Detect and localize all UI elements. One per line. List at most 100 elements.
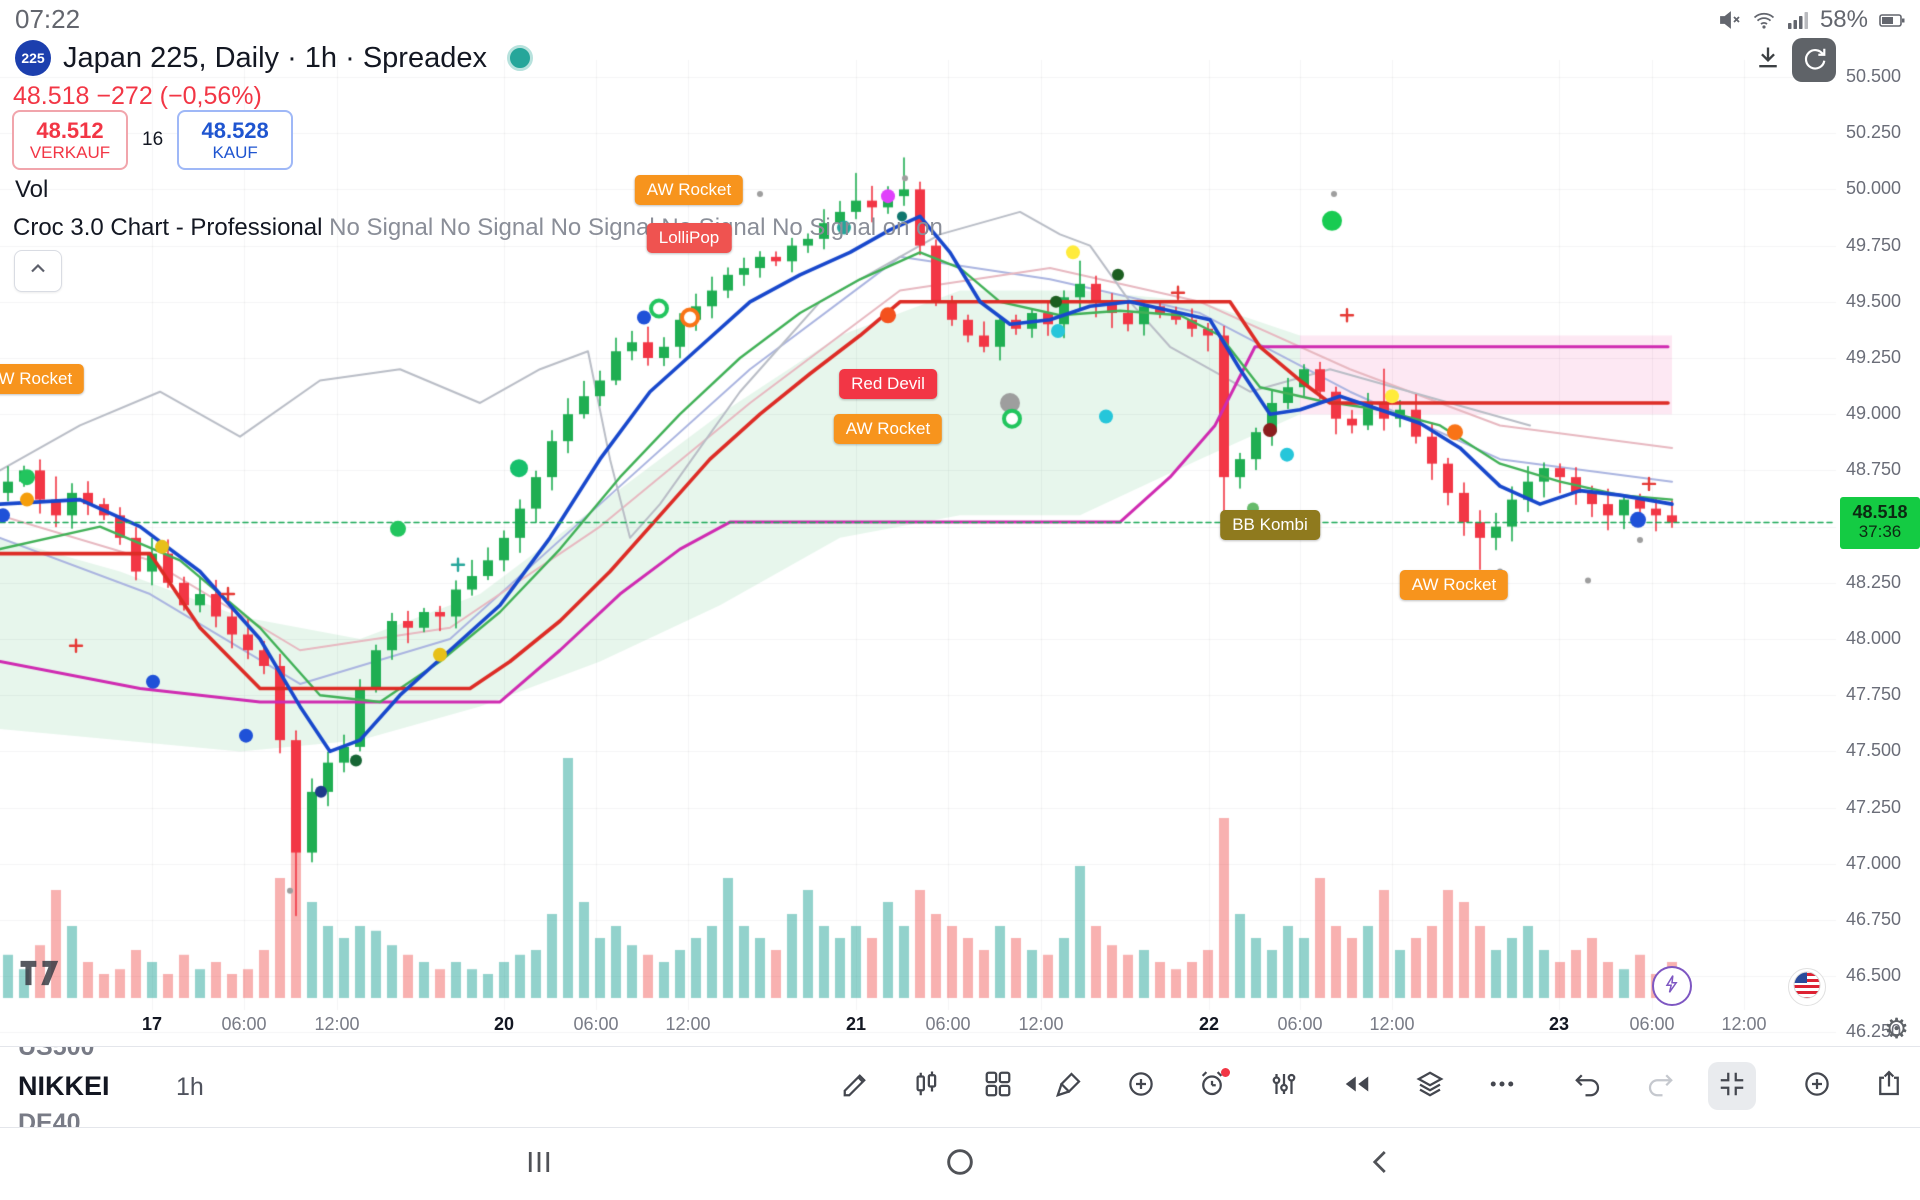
brushes-icon bbox=[1054, 1069, 1084, 1104]
objects-icon bbox=[1415, 1069, 1445, 1104]
sell-button[interactable]: 48.512 VERKAUF bbox=[12, 110, 128, 170]
indicators-button[interactable] bbox=[1260, 1062, 1308, 1110]
last-price: 48.518 bbox=[13, 82, 90, 110]
home-button[interactable] bbox=[938, 1142, 982, 1186]
price-label: 49.750 bbox=[1846, 234, 1902, 255]
price-label: 48.000 bbox=[1846, 628, 1902, 648]
draw-icon bbox=[841, 1069, 871, 1104]
time-label: 12:00 bbox=[665, 1014, 711, 1034]
watchlist-item-above[interactable]: US500 bbox=[18, 1047, 95, 1061]
price-label: 49.000 bbox=[1846, 403, 1902, 424]
price-label: 46.750 bbox=[1846, 909, 1902, 929]
buy-label: KAUF bbox=[212, 142, 258, 162]
economic-event-button[interactable] bbox=[1788, 968, 1826, 1006]
wifi-icon bbox=[1752, 8, 1776, 32]
status-bar: 07:22 58% bbox=[0, 0, 1920, 38]
symbol-logo: 225 bbox=[15, 40, 51, 76]
cellular-icon bbox=[1786, 8, 1810, 32]
brushes-button[interactable] bbox=[1045, 1062, 1093, 1110]
time-label: 12:00 bbox=[1721, 1014, 1767, 1034]
axis-settings-gear-icon[interactable]: ⚙ bbox=[1884, 1013, 1910, 1044]
time-label: 06:00 bbox=[1277, 1014, 1323, 1034]
price-label: 49.250 bbox=[1846, 347, 1902, 367]
time-label: 23 bbox=[1548, 1014, 1570, 1034]
recents-button[interactable] bbox=[517, 1142, 561, 1186]
replay-button[interactable] bbox=[1333, 1062, 1381, 1110]
indicator-legend[interactable]: Croc 3.0 Chart - Professional No Signal … bbox=[13, 214, 943, 242]
watchlist-item-active[interactable]: NIKKEI bbox=[18, 1071, 110, 1101]
undo-button[interactable] bbox=[1564, 1062, 1612, 1110]
signal-badge: AW Rocket bbox=[0, 364, 85, 394]
rotate-screen-button[interactable] bbox=[1792, 38, 1836, 82]
alert-notification-dot bbox=[1221, 1068, 1230, 1077]
sell-label: VERKAUF bbox=[29, 142, 111, 162]
buy-price: 48.528 bbox=[201, 117, 269, 143]
lightning-icon bbox=[1662, 974, 1682, 999]
price-label: 47.500 bbox=[1846, 740, 1902, 761]
time-label: 22 bbox=[1198, 1014, 1220, 1034]
signal-badge: AW Rocket bbox=[634, 175, 744, 205]
collapse-legend-button[interactable] bbox=[14, 250, 62, 292]
quick-trade-button[interactable] bbox=[1652, 966, 1692, 1006]
share-icon bbox=[1874, 1069, 1904, 1104]
redo-icon bbox=[1645, 1069, 1675, 1104]
share-button[interactable] bbox=[1865, 1062, 1913, 1110]
price-label: 48.750 bbox=[1846, 459, 1902, 480]
android-nav-bar bbox=[0, 1128, 1920, 1200]
layouts-button[interactable] bbox=[974, 1062, 1022, 1110]
watchlist-strip[interactable]: US500 NIKKEI 1h DE40 bbox=[0, 1047, 300, 1127]
signal-badge: AW Rocket bbox=[833, 414, 943, 444]
time-label: 17 bbox=[141, 1014, 163, 1034]
watchlist-item-below[interactable]: DE40 bbox=[18, 1109, 81, 1127]
chart-style-button[interactable] bbox=[903, 1062, 951, 1110]
signal-badge: Red Devil bbox=[839, 369, 937, 399]
draw-tool-button[interactable] bbox=[832, 1062, 880, 1110]
add-symbol-button[interactable] bbox=[1793, 1062, 1841, 1110]
indicators-icon bbox=[1269, 1069, 1299, 1104]
price-label: 50.250 bbox=[1846, 122, 1902, 143]
signal-badge: BB Kombi bbox=[1220, 510, 1320, 540]
price-label: 49.500 bbox=[1846, 290, 1902, 311]
price-change: −272 (−0,56%) bbox=[96, 82, 262, 110]
redo-button[interactable] bbox=[1636, 1062, 1684, 1110]
more-button[interactable] bbox=[1478, 1062, 1526, 1110]
interval-label[interactable]: 1h bbox=[176, 1073, 204, 1101]
buy-button[interactable]: 48.528 KAUF bbox=[177, 110, 294, 170]
market-status-dot bbox=[506, 45, 533, 71]
time-label: 21 bbox=[845, 1014, 867, 1034]
tradingview-logo bbox=[18, 956, 62, 995]
rotate-icon bbox=[1801, 45, 1827, 76]
back-button[interactable] bbox=[1359, 1142, 1403, 1186]
price-label: 46.250 bbox=[1846, 1021, 1902, 1042]
price-label: 50.000 bbox=[1846, 178, 1902, 199]
clock: 07:22 bbox=[15, 4, 81, 34]
time-label: 20 bbox=[493, 1014, 515, 1034]
volume-legend[interactable]: Vol bbox=[15, 176, 49, 203]
symbol-header[interactable]: 225 Japan 225, Daily · 1h · Spreadex bbox=[15, 40, 533, 76]
navbar-divider bbox=[0, 1127, 1920, 1128]
time-label: 06:00 bbox=[925, 1014, 971, 1034]
symbol-title[interactable]: Japan 225, Daily · 1h · Spreadex bbox=[63, 41, 487, 74]
price-label: 47.250 bbox=[1846, 796, 1902, 817]
time-label: 06:00 bbox=[221, 1014, 267, 1034]
price-label: 50.500 bbox=[1846, 66, 1902, 86]
minimize-chart-button[interactable] bbox=[1708, 1062, 1756, 1110]
chart-style-icon bbox=[912, 1069, 942, 1104]
more-icon bbox=[1487, 1069, 1517, 1104]
download-button[interactable] bbox=[1746, 38, 1790, 82]
indicator-name[interactable]: Croc 3.0 Chart - Professional bbox=[13, 214, 323, 241]
sell-price: 48.512 bbox=[36, 117, 104, 143]
bar-countdown: 37:36 bbox=[1858, 522, 1902, 542]
minimize-icon bbox=[1717, 1069, 1747, 1104]
battery-percent: 58% bbox=[1819, 6, 1868, 33]
objects-button[interactable] bbox=[1406, 1062, 1454, 1110]
add-button[interactable] bbox=[1117, 1062, 1165, 1110]
back-icon bbox=[1366, 1147, 1396, 1182]
current-price-badge: 48.518 37:36 bbox=[1840, 496, 1920, 549]
price-label: 46.500 bbox=[1846, 965, 1902, 986]
alert-button[interactable] bbox=[1188, 1062, 1236, 1110]
time-label: 06:00 bbox=[1629, 1014, 1675, 1034]
chevron-up-icon bbox=[26, 257, 50, 286]
spread-value: 16 bbox=[142, 129, 164, 150]
